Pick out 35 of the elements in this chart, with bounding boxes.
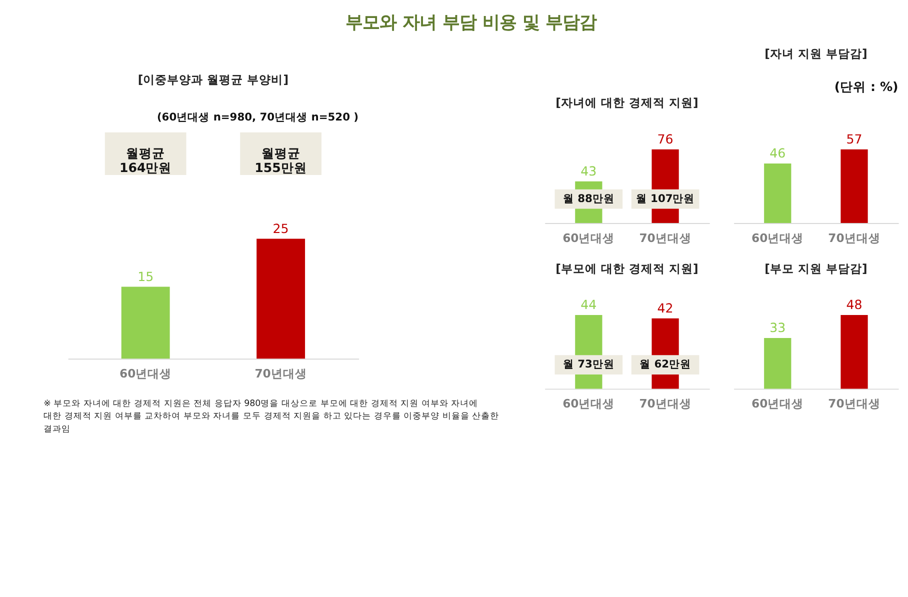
data-label: 42 <box>657 300 674 316</box>
data-label: 15 <box>138 268 154 284</box>
x-tick-label: 60년대생 <box>562 396 615 411</box>
text: 부모와 자녀 부담 비용 및 부담감 <box>345 13 597 34</box>
text: (60년대생 n=980, 70년대생 n=520 ) <box>156 110 359 124</box>
chart-title: [부모에 대한 경제적 지원] <box>556 261 698 276</box>
text: (단위 : %) <box>834 79 898 94</box>
data-label: 48 <box>846 297 862 312</box>
x-tick-label: 60년대생 <box>752 230 804 245</box>
data-label: 25 <box>272 220 289 236</box>
x-tick-label: 70년대생 <box>639 230 692 245</box>
chart-title: [자녀에 대한 경제적 지원] <box>556 96 698 110</box>
x-tick-label: 60년대생 <box>752 396 804 411</box>
annotation: 월 73만원 <box>562 358 614 371</box>
data-label: 57 <box>846 132 862 147</box>
text: 월평균 164만원 <box>119 146 172 176</box>
x-tick-label: 70년대생 <box>828 230 880 245</box>
x-tick-label: 70년대생 <box>828 396 880 411</box>
data-label: 44 <box>580 297 597 312</box>
x-tick-label: 60년대생 <box>120 366 172 381</box>
x-tick-label: 70년대생 <box>639 396 692 411</box>
annotation: 월 107만원 <box>636 192 695 205</box>
chart-title: [부모 지원 부담감] <box>764 261 868 276</box>
text: 월평균 155만원 <box>254 146 307 176</box>
data-label: 76 <box>657 132 674 147</box>
annotation: 월 62만원 <box>640 358 692 371</box>
chart-subtitle: [이중부양과 월평균 부양비] <box>138 72 289 86</box>
chart-title: [자녀 지원 부담감] <box>764 46 868 60</box>
data-label: 33 <box>770 320 786 336</box>
text: ※ 부모와 자녀에 대한 경제적 지원은 전체 응답자 980명을 대상으로 부모에 대한 경제적 지원 여부와 자녀에 대한 경제적 지원 여부를 교차하여 부모와 자녀를 모두 경제적 지원을 하고 있다는 경우를 이중부양 비율을 산출한 결과임 <box>44 399 500 434</box>
data-label: 46 <box>770 146 786 161</box>
annotation: 월 88만원 <box>562 192 614 205</box>
data-label: 43 <box>580 164 597 178</box>
x-tick-label: 70년대생 <box>254 366 307 381</box>
x-tick-label: 60년대생 <box>562 230 615 245</box>
